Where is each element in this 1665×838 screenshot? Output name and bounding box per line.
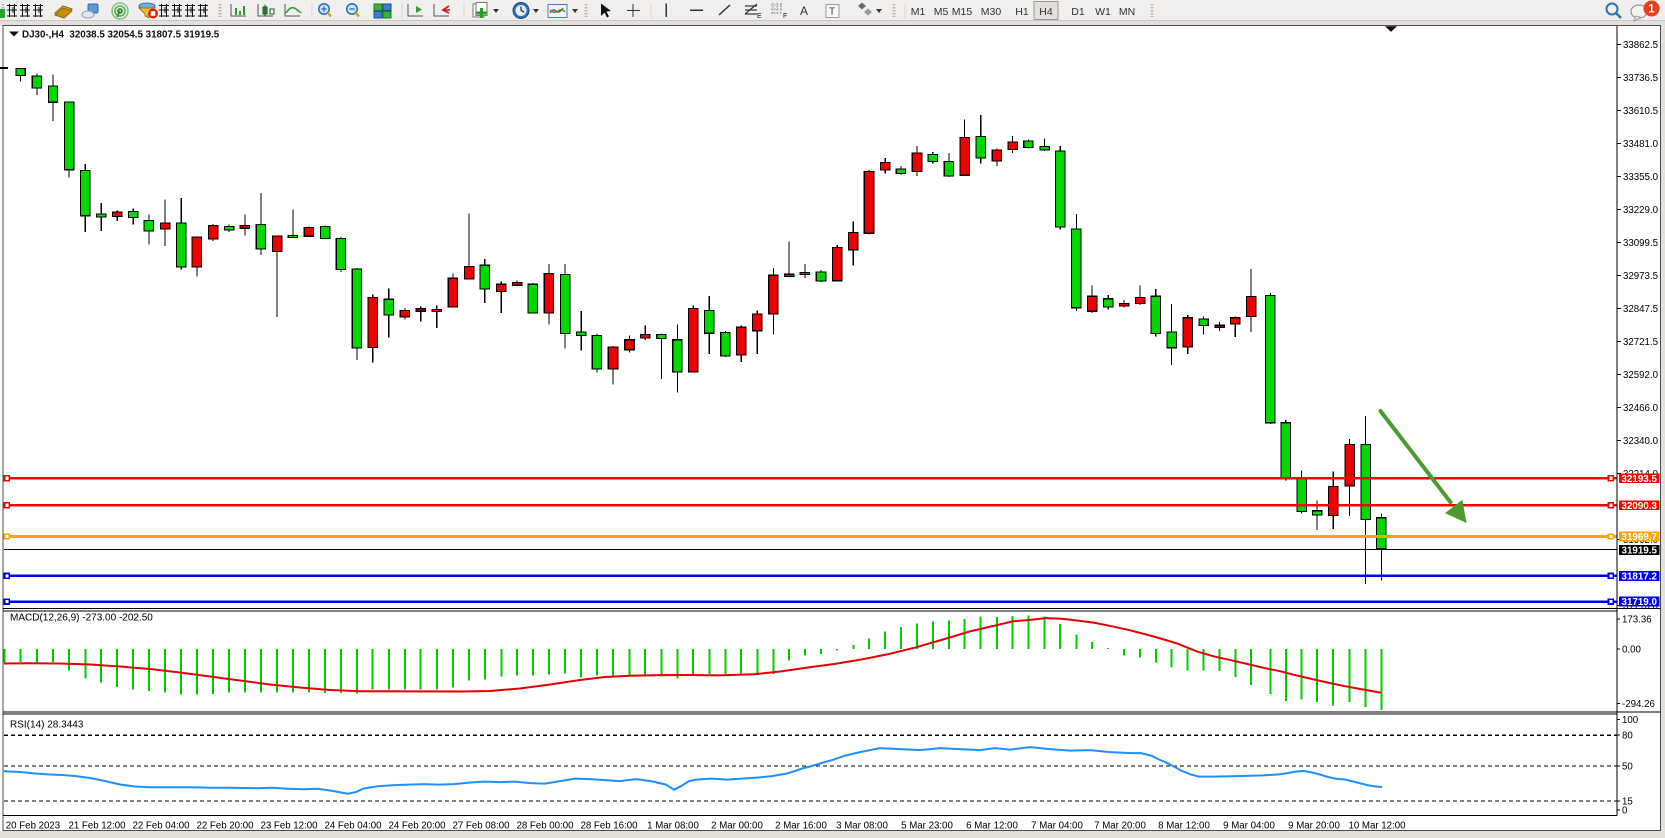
svg-text:31969.7: 31969.7 — [1622, 532, 1658, 543]
svg-text:F: F — [783, 13, 787, 20]
svg-text:31919.5: 31919.5 — [1622, 546, 1658, 557]
svg-text:33229.0: 33229.0 — [1623, 205, 1659, 216]
svg-text:33610.5: 33610.5 — [1623, 106, 1658, 117]
svg-text:20 Feb 2023: 20 Feb 2023 — [6, 820, 60, 831]
svg-text:28 Feb 00:00: 28 Feb 00:00 — [516, 820, 574, 831]
svg-text:M1: M1 — [911, 6, 926, 18]
svg-text:M30: M30 — [981, 6, 1002, 18]
svg-text:32721.5: 32721.5 — [1623, 337, 1658, 348]
svg-text:9 Mar 20:00: 9 Mar 20:00 — [1288, 820, 1340, 831]
svg-text:1 Mar 08:00: 1 Mar 08:00 — [647, 820, 699, 831]
svg-text:100: 100 — [1622, 715, 1639, 726]
svg-text:31710.0: 31710.0 — [1623, 601, 1659, 612]
svg-text:7 Mar 20:00: 7 Mar 20:00 — [1094, 820, 1146, 831]
svg-text:27 Feb 08:00: 27 Feb 08:00 — [452, 820, 510, 831]
svg-text:D1: D1 — [1071, 6, 1085, 18]
svg-text:-294.26: -294.26 — [1622, 699, 1655, 710]
svg-text:33355.0: 33355.0 — [1623, 172, 1659, 183]
svg-text:22 Feb 04:00: 22 Feb 04:00 — [132, 820, 190, 831]
svg-text:80: 80 — [1622, 731, 1633, 742]
svg-text:E: E — [757, 13, 762, 20]
svg-text:22 Feb 20:00: 22 Feb 20:00 — [196, 820, 254, 831]
svg-text:50: 50 — [1622, 762, 1633, 773]
svg-text:T: T — [829, 7, 835, 18]
svg-text:31817.2: 31817.2 — [1622, 572, 1658, 583]
svg-text:33099.5: 33099.5 — [1623, 238, 1658, 249]
svg-text:21 Feb 12:00: 21 Feb 12:00 — [68, 820, 126, 831]
svg-text:W1: W1 — [1095, 6, 1111, 18]
svg-text:DJ30-,H4 32038.5 32054.5 3180: DJ30-,H4 32038.5 32054.5 31807.5 31919.5 — [22, 29, 220, 40]
svg-text:RSI(14) 28.3443: RSI(14) 28.3443 — [10, 719, 84, 730]
svg-text:10 Mar 12:00: 10 Mar 12:00 — [1348, 820, 1406, 831]
svg-text:32340.0: 32340.0 — [1623, 436, 1659, 447]
svg-text:32466.0: 32466.0 — [1623, 403, 1659, 414]
svg-text:32090.3: 32090.3 — [1622, 501, 1658, 512]
svg-text:32973.5: 32973.5 — [1623, 271, 1658, 282]
svg-text:H4: H4 — [1039, 6, 1053, 18]
svg-text:8 Mar 12:00: 8 Mar 12:00 — [1158, 820, 1210, 831]
svg-text:M15: M15 — [952, 6, 973, 18]
svg-text:3 Mar 08:00: 3 Mar 08:00 — [836, 820, 888, 831]
svg-text:33481.0: 33481.0 — [1623, 139, 1659, 150]
svg-text:9 Mar 04:00: 9 Mar 04:00 — [1223, 820, 1275, 831]
svg-text:MACD(12,26,9) -273.00 -202.50: MACD(12,26,9) -273.00 -202.50 — [10, 613, 153, 624]
svg-text:15: 15 — [1622, 796, 1633, 807]
svg-text:MN: MN — [1119, 6, 1135, 18]
svg-text:33862.5: 33862.5 — [1623, 40, 1658, 51]
svg-text:2 Mar 16:00: 2 Mar 16:00 — [775, 820, 827, 831]
svg-text:33736.5: 33736.5 — [1623, 73, 1658, 84]
svg-text:32847.5: 32847.5 — [1623, 304, 1658, 315]
svg-text:6 Mar 12:00: 6 Mar 12:00 — [966, 820, 1018, 831]
svg-text:31719.0: 31719.0 — [1622, 597, 1658, 608]
svg-text:173.36: 173.36 — [1622, 614, 1652, 625]
svg-text:32193.5: 32193.5 — [1622, 474, 1658, 485]
svg-text:1: 1 — [1648, 4, 1655, 16]
svg-text:M5: M5 — [934, 6, 949, 18]
svg-text:28 Feb 16:00: 28 Feb 16:00 — [580, 820, 638, 831]
svg-text:24 Feb 04:00: 24 Feb 04:00 — [324, 820, 382, 831]
svg-text:A: A — [800, 4, 808, 18]
svg-text:2 Mar 00:00: 2 Mar 00:00 — [711, 820, 763, 831]
svg-text:24 Feb 20:00: 24 Feb 20:00 — [388, 820, 446, 831]
svg-text:7 Mar 04:00: 7 Mar 04:00 — [1031, 820, 1083, 831]
svg-text:23 Feb 12:00: 23 Feb 12:00 — [260, 820, 318, 831]
svg-text:H1: H1 — [1015, 6, 1029, 18]
svg-text:0.00: 0.00 — [1622, 645, 1641, 656]
svg-text:32592.0: 32592.0 — [1623, 370, 1659, 381]
svg-text:0: 0 — [1622, 805, 1628, 816]
svg-text:5 Mar 23:00: 5 Mar 23:00 — [901, 820, 953, 831]
